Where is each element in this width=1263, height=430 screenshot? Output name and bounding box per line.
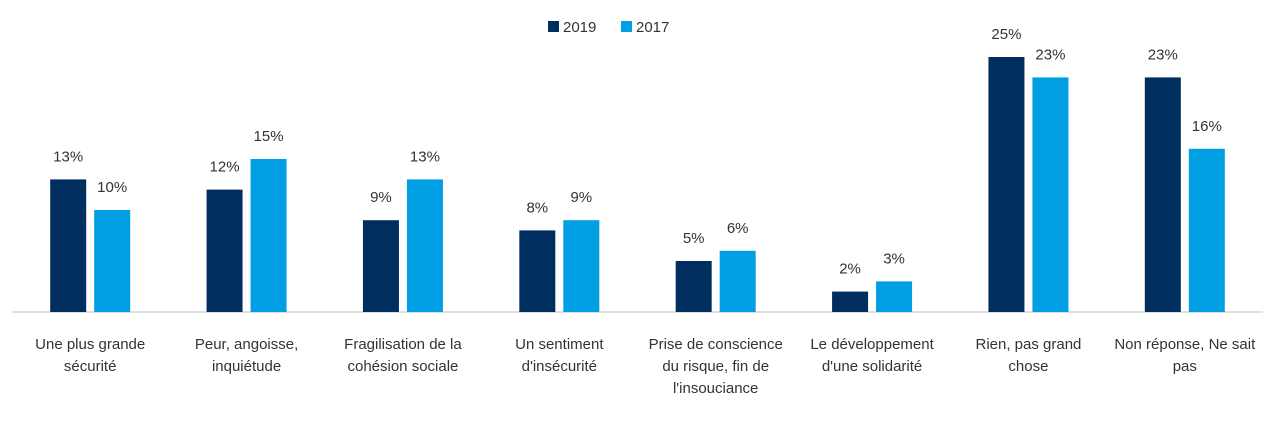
data-label: 12% xyxy=(210,159,240,176)
x-tick-label: Prise de conscience du risque, fin de l'… xyxy=(648,336,783,397)
data-label: 8% xyxy=(526,199,548,216)
data-label: 5% xyxy=(683,230,705,247)
bar xyxy=(832,291,869,312)
data-label: 13% xyxy=(410,148,440,165)
bar xyxy=(206,189,243,312)
bar xyxy=(406,179,443,312)
x-tick-label: Peur, angoisse, inquiétude xyxy=(194,336,299,375)
data-label: 23% xyxy=(1035,46,1065,63)
bar xyxy=(94,210,131,312)
data-label: 15% xyxy=(254,128,284,145)
bar xyxy=(362,220,399,312)
bar xyxy=(876,281,913,312)
bar xyxy=(1188,148,1225,312)
data-label: 3% xyxy=(883,250,905,267)
bar xyxy=(50,179,87,312)
data-label: 9% xyxy=(570,189,592,206)
data-label: 6% xyxy=(727,220,749,237)
x-tick-label: Fragilisation de la cohésion sociale xyxy=(344,336,462,375)
bar xyxy=(519,230,556,312)
bar xyxy=(719,250,756,312)
data-label: 2% xyxy=(839,261,861,278)
x-tick-label: Une plus grande sécurité xyxy=(35,336,146,375)
data-label: 23% xyxy=(1148,46,1178,63)
bar xyxy=(250,159,287,312)
x-tick-label: Non réponse, Ne sait pas xyxy=(1114,336,1256,375)
bar xyxy=(1144,77,1181,313)
legend-swatch xyxy=(548,21,559,32)
bar xyxy=(988,57,1025,312)
data-label: 13% xyxy=(53,148,83,165)
bar xyxy=(563,220,600,312)
bar xyxy=(675,261,712,312)
legend-label: 2017 xyxy=(636,19,669,36)
data-label: 25% xyxy=(991,26,1021,43)
legend-label: 2019 xyxy=(563,19,596,36)
legend-swatch xyxy=(621,21,632,32)
x-tick-label: Le développement d'une solidarité xyxy=(810,336,934,375)
bar xyxy=(1032,77,1069,313)
x-tick-label: Rien, pas grand chose xyxy=(975,336,1082,375)
data-label: 16% xyxy=(1192,118,1222,135)
data-label: 9% xyxy=(370,189,392,206)
x-tick-label: Un sentiment d'insécurité xyxy=(515,336,604,375)
data-label: 10% xyxy=(97,179,127,196)
